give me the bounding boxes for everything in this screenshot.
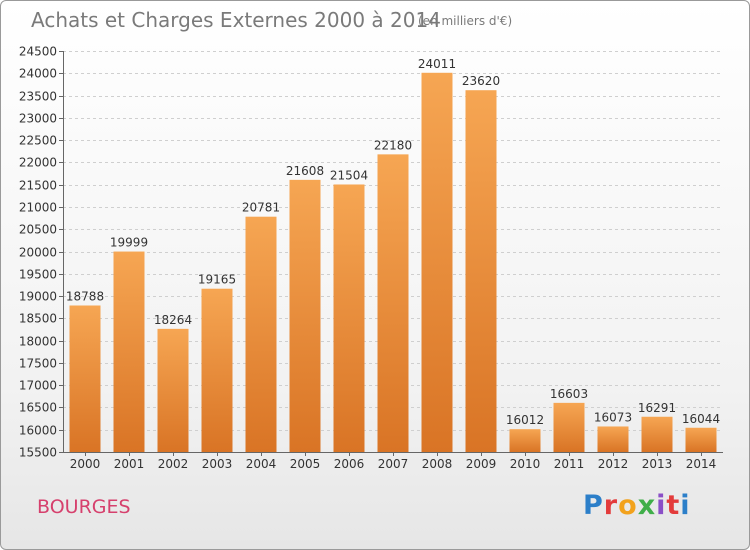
bar-2001: [113, 251, 145, 452]
bars: [69, 72, 717, 453]
logo-letter: i: [656, 490, 667, 521]
y-tick-label: 19000: [19, 290, 57, 304]
x-tick-label: 2007: [378, 457, 409, 471]
y-tick-label: 15500: [19, 446, 57, 460]
city-name: BOURGES: [37, 496, 131, 518]
bar-2000: [69, 305, 101, 452]
data-label: 18264: [154, 313, 192, 327]
data-label: 24011: [418, 57, 456, 71]
x-tick-label: 2012: [598, 457, 629, 471]
x-tick-label: 2013: [642, 457, 673, 471]
x-tick-label: 2014: [686, 457, 717, 471]
y-tick-label: 23000: [19, 112, 57, 126]
y-tick-label: 17000: [19, 379, 57, 393]
bar-2009: [465, 90, 497, 452]
data-label: 22180: [374, 138, 412, 152]
data-label: 21608: [286, 164, 324, 178]
y-tick-label: 22500: [19, 134, 57, 148]
y-tick-label: 16500: [19, 401, 57, 415]
y-tick-label: 21000: [19, 201, 57, 215]
data-label: 16044: [682, 412, 720, 426]
data-label: 21504: [330, 168, 368, 182]
data-label: 16073: [594, 410, 632, 424]
bar-2007: [377, 154, 409, 452]
data-label: 16012: [506, 413, 544, 427]
data-label: 19165: [198, 273, 236, 287]
logo-letter: t: [666, 490, 681, 521]
bar-2006: [333, 184, 365, 452]
bar-2010: [509, 429, 541, 452]
y-tick-label: 20000: [19, 246, 57, 260]
x-tick-label: 2001: [114, 457, 145, 471]
bar-2008: [421, 72, 453, 453]
bar-2013: [641, 416, 673, 452]
y-tick-label: 20500: [19, 223, 57, 237]
x-tick-label: 2008: [422, 457, 453, 471]
y-tick-label: 19500: [19, 268, 57, 282]
bar-2004: [245, 216, 277, 452]
x-tick-label: 2006: [334, 457, 365, 471]
logo-letter: x: [637, 490, 657, 521]
x-tick-label: 2011: [554, 457, 585, 471]
y-tick-label: 18500: [19, 312, 57, 326]
bar-2011: [553, 402, 585, 452]
bar-2002: [157, 328, 189, 452]
bar-chart: 15500 16000 16500 17000 17500 18000 18500 19000…: [19, 45, 723, 471]
y-tick-label: 18000: [19, 335, 57, 349]
data-label: 16291: [638, 401, 676, 415]
logo-letter: o: [618, 490, 638, 521]
y-tick-label: 23500: [19, 90, 57, 104]
logo-letter: r: [603, 490, 619, 521]
chart-title: Achats et Charges Externes 2000 à 2014: [31, 8, 441, 32]
y-tick-label: 17500: [19, 357, 57, 371]
x-tick-label: 2009: [466, 457, 497, 471]
y-tick-label: 21500: [19, 179, 57, 193]
bar-2012: [597, 426, 629, 452]
bar-2005: [289, 179, 321, 452]
logo-letter: P: [583, 490, 604, 521]
x-tick-label: 2000: [70, 457, 101, 471]
data-labels: 18788 19999 18264 19165 20781 21608 21504 22180…: [66, 57, 720, 427]
axes: 15500 16000 16500 17000 17500 18000 18500 19000…: [19, 45, 723, 471]
y-tick-label: 16000: [19, 424, 57, 438]
data-label: 19999: [110, 236, 148, 250]
y-tick-label: 24500: [19, 45, 57, 59]
bar-2003: [201, 288, 233, 452]
y-tick-label: 22000: [19, 156, 57, 170]
x-tick-label: 2003: [202, 457, 233, 471]
y-tick-label: 24000: [19, 67, 57, 81]
x-tick-label: 2004: [246, 457, 277, 471]
proxiti-logo: Proxiti: [583, 490, 691, 521]
logo-letter: i: [680, 490, 691, 521]
data-label: 20781: [242, 201, 280, 215]
bar-2014: [685, 427, 717, 452]
data-label: 23620: [462, 74, 500, 88]
x-tick-label: 2002: [158, 457, 189, 471]
x-tick-label: 2010: [510, 457, 541, 471]
data-label: 18788: [66, 290, 104, 304]
data-label: 16603: [550, 387, 588, 401]
chart-subtitle: (en milliers d'€): [418, 14, 513, 28]
x-tick-label: 2005: [290, 457, 321, 471]
